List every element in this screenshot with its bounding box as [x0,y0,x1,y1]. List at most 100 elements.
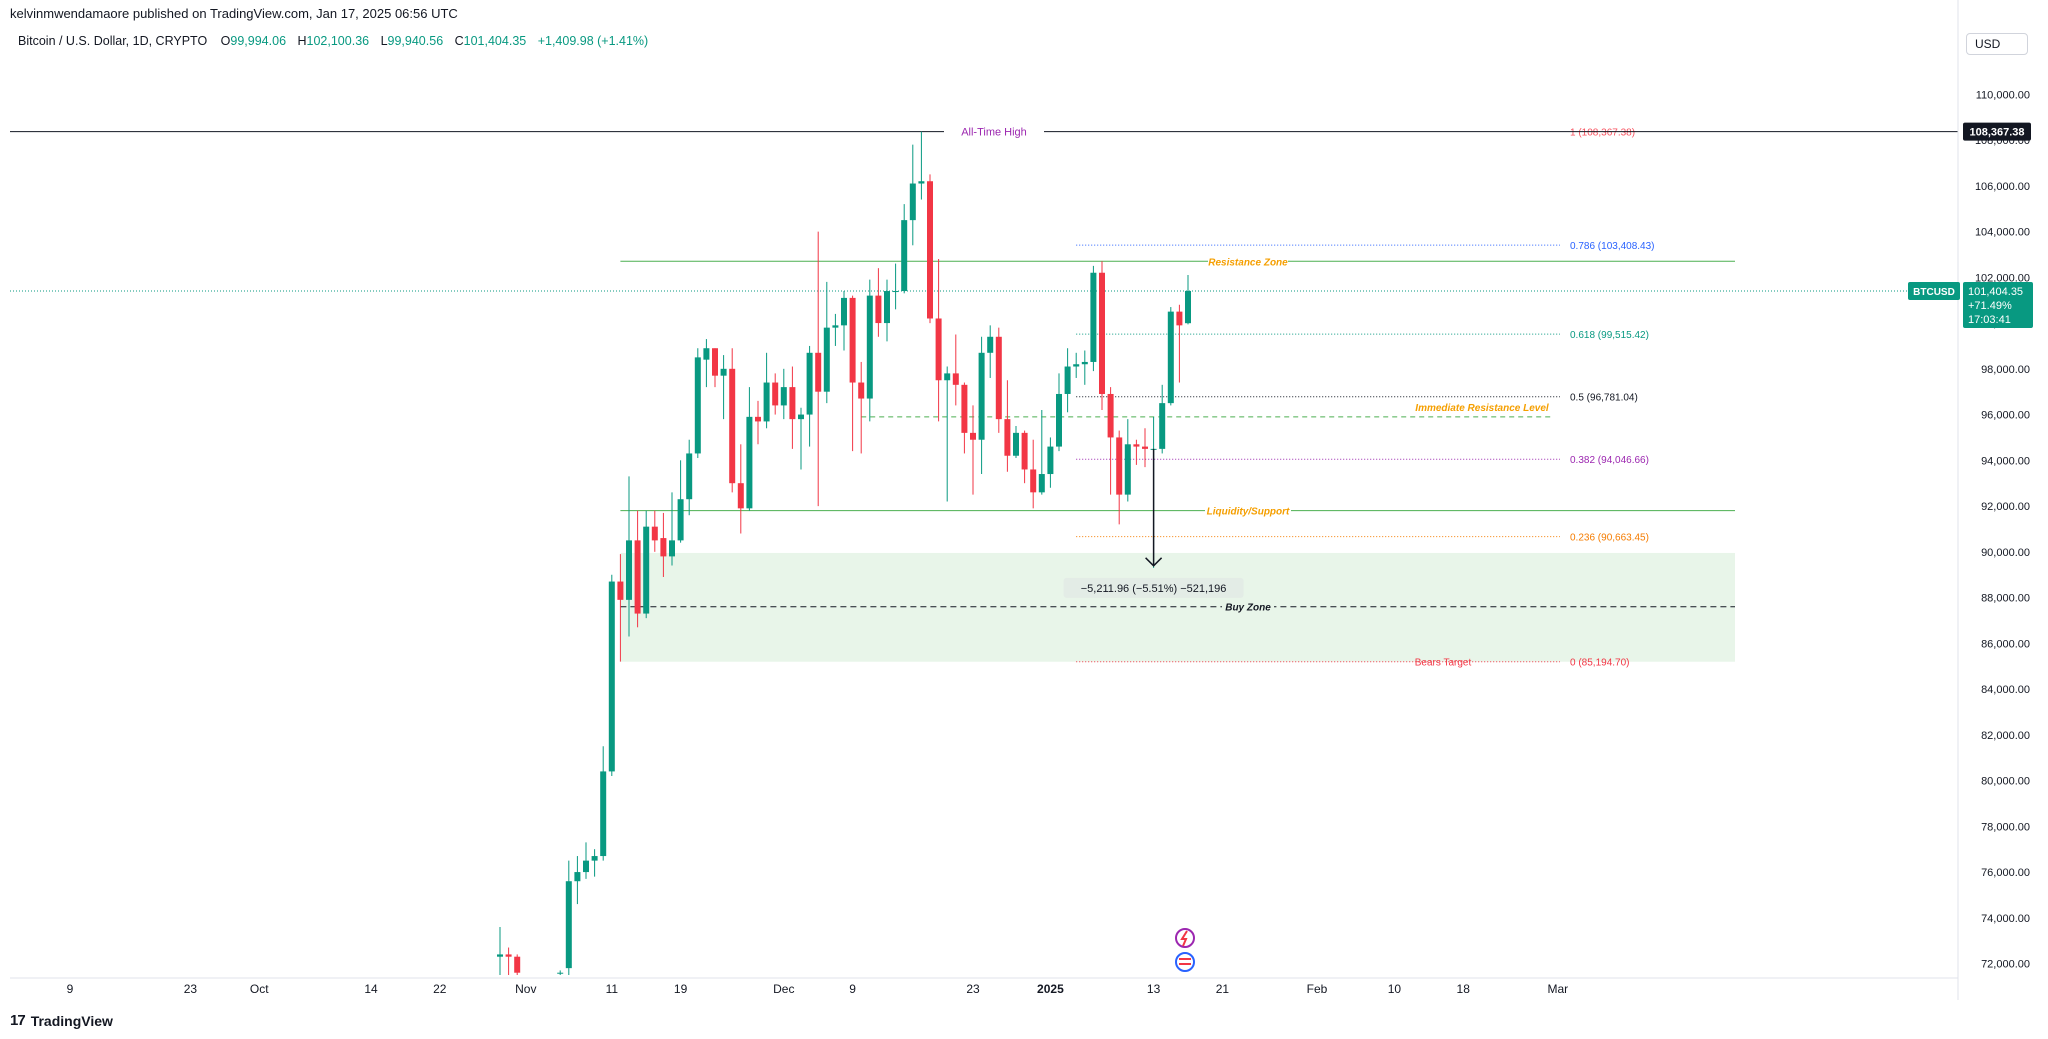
candle-body [806,352,813,415]
candle-body [1185,290,1191,324]
candle-body [772,382,779,406]
candle-body [565,881,572,969]
y-tick-label: 92,000.00 [1981,501,2030,513]
y-tick-label: 80,000.00 [1981,776,2030,788]
ath-label: All-Time High [961,127,1027,139]
measure-arrow-head [1145,557,1163,567]
support-label-bg [1205,503,1291,518]
low-label: L [380,34,388,48]
event-lightning-bolt-icon [1180,930,1188,947]
candle-body [892,291,899,293]
candle-body [1133,444,1140,447]
y-tick-label: 90,000.00 [1981,547,2030,559]
candle-body [574,872,581,882]
symbol-tag [1908,281,1960,300]
candle-body [884,291,890,324]
candle-body [1064,366,1071,394]
candle-body [729,368,736,484]
candle-body [626,540,632,600]
y-tick-label: 74,000.00 [1981,913,2030,925]
candle-body [1176,311,1183,326]
open-label: O [220,34,231,48]
candle-body [1142,446,1148,449]
candle-body [1013,432,1019,456]
x-tick-label: Feb [1307,982,1328,996]
candle-body [643,526,650,614]
us-flag-icon [1175,952,1195,972]
x-tick-label: 10 [1388,982,1402,996]
candle-body [1081,361,1088,365]
candle-body [763,382,770,422]
candle-body [909,183,916,221]
low-value: 99,940.56 [387,34,444,48]
candle-body [841,297,847,326]
y-tick-label: 104,000.00 [1975,227,2030,239]
symbol-name[interactable]: Bitcoin / U.S. Dollar, 1D, CRYPTO [18,34,208,48]
candle-body [978,352,985,440]
fib-label: 0.236 (90,663.45) [1570,533,1649,544]
buy-zone-label-bg [1222,599,1274,614]
candle-body [514,956,521,973]
y-tick-label: 78,000.00 [1981,821,2030,833]
y-tick-label: 96,000.00 [1981,410,2030,422]
current-price-tag [1963,281,2033,328]
tradingview-logo-icon: 17 [10,1012,26,1029]
candle-body [651,526,658,541]
x-tick-label: 13 [1147,982,1161,996]
resistance-label: Resistance Zone [1208,257,1288,268]
candle-body [669,540,675,557]
y-tick-label: 84,000.00 [1981,684,2030,696]
candle-body [858,382,865,399]
candle-body [591,856,598,861]
x-tick-label: 19 [674,982,688,996]
x-tick-label: 9 [67,982,74,996]
x-tick-label: 23 [966,982,980,996]
x-tick-label: 23 [184,982,198,996]
tradingview-brand[interactable]: 17 TradingView [10,1012,113,1029]
y-tick-label: 94,000.00 [1981,455,2030,467]
fib-label: 0.786 (103,408.43) [1570,241,1655,252]
candle-body [1056,393,1062,447]
y-tick-label: 86,000.00 [1981,638,2030,650]
candle-body [995,336,1002,420]
candle-body [832,325,839,328]
candle-body [1116,437,1123,495]
fib-label: 1 (108,367.38) [1570,128,1635,139]
y-tick-label: 88,000.00 [1981,593,2030,605]
y-tick-label: 82,000.00 [1981,730,2030,742]
high-label: H [297,34,307,48]
ath-price-tag [1963,122,2031,141]
candle-body [961,384,968,433]
x-tick-label: 22 [433,982,447,996]
y-tick-label: 110,000.00 [1976,89,2030,101]
measure-label-bg [1063,577,1244,598]
candle-body [660,538,667,557]
measure-label: −5,211.96 (−5.51%) −521,196 [1081,583,1227,595]
current-price-countdown: 17:03:41 [1968,314,2011,326]
publisher-header: kelvinmwendamaore published on TradingVi… [10,6,458,21]
current-price-value: 101,404.35 [1968,286,2023,298]
candle-body [703,348,710,360]
ath-price-tag-label: 108,367.38 [1969,127,2024,139]
candle-body [970,432,976,440]
support-label: Liquidity/Support [1207,507,1290,518]
candle-body [505,954,512,957]
candle-body [712,348,718,376]
candle-body [746,416,753,509]
high-value: 102,100.36 [306,34,370,48]
candle-body [634,540,641,614]
buy-zone-box [620,552,1735,662]
x-tick-label: 9 [849,982,856,996]
close-label: C [454,34,464,48]
us-flag-stripe-icon [1179,958,1191,960]
candle-body [1090,272,1097,362]
currency-selector[interactable]: USD [1966,33,2028,55]
resistance-label-bg [1208,254,1288,269]
open-value: 99,994.06 [230,34,287,48]
candle-body [608,581,615,772]
candle-body [1004,419,1011,456]
candle-body [849,297,856,383]
y-tick-label: 102,000.00 [1975,272,2030,284]
candle-body [600,771,607,857]
